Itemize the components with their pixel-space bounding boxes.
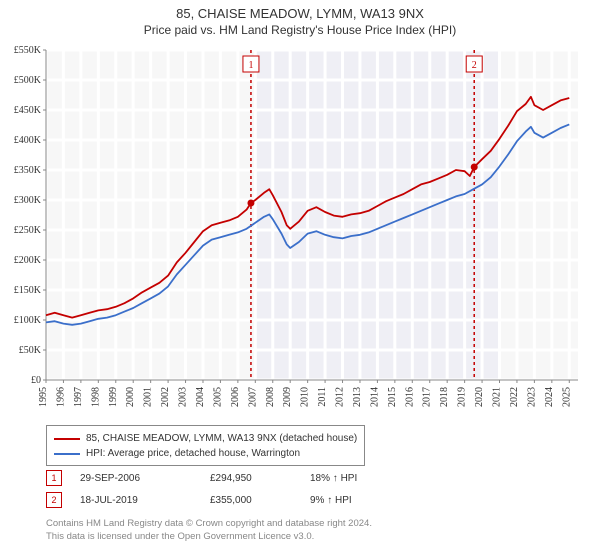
svg-text:2008: 2008 xyxy=(265,387,276,407)
svg-text:2022: 2022 xyxy=(509,387,520,407)
svg-text:£200K: £200K xyxy=(14,255,42,266)
svg-text:2002: 2002 xyxy=(160,387,171,407)
footnote: Contains HM Land Registry data © Crown c… xyxy=(46,518,372,544)
sales-date: 29-SEP-2006 xyxy=(80,473,210,484)
svg-text:2006: 2006 xyxy=(230,387,241,407)
sales-row: 2 18-JUL-2019£355,0009% ↑ HPI xyxy=(46,489,420,511)
footnote-line1: Contains HM Land Registry data © Crown c… xyxy=(46,518,372,531)
svg-text:2: 2 xyxy=(472,60,477,71)
svg-text:2005: 2005 xyxy=(212,387,223,407)
sales-date: 18-JUL-2019 xyxy=(80,495,210,506)
sales-pct: 18% ↑ HPI xyxy=(310,473,420,484)
svg-text:£150K: £150K xyxy=(14,285,42,296)
svg-text:2018: 2018 xyxy=(439,387,450,407)
svg-text:1: 1 xyxy=(248,60,253,71)
svg-text:1998: 1998 xyxy=(90,387,101,407)
sales-table: 1 29-SEP-2006£294,95018% ↑ HPI 2 18-JUL-201… xyxy=(46,467,420,511)
legend-swatch xyxy=(54,438,80,440)
sales-price: £355,000 xyxy=(210,495,310,506)
svg-text:£400K: £400K xyxy=(14,135,42,146)
svg-text:1997: 1997 xyxy=(73,387,84,407)
svg-text:£450K: £450K xyxy=(14,105,42,116)
svg-text:2021: 2021 xyxy=(492,387,503,407)
svg-text:2011: 2011 xyxy=(317,387,328,407)
legend-label: HPI: Average price, detached house, Warr… xyxy=(86,446,300,461)
price-chart: £0 £50K £100K £150K £200K £250K £300K £350K £400… xyxy=(0,0,600,420)
svg-text:£350K: £350K xyxy=(14,165,42,176)
legend-swatch xyxy=(54,453,80,455)
legend: 85, CHAISE MEADOW, LYMM, WA13 9NX (detac… xyxy=(46,425,365,466)
svg-text:2017: 2017 xyxy=(422,387,433,407)
svg-text:2025: 2025 xyxy=(561,387,572,407)
svg-text:2014: 2014 xyxy=(369,387,380,407)
svg-text:£250K: £250K xyxy=(14,225,42,236)
svg-text:1996: 1996 xyxy=(55,387,66,407)
sales-marker: 2 xyxy=(46,492,62,508)
svg-text:2016: 2016 xyxy=(404,387,415,407)
svg-text:2009: 2009 xyxy=(282,387,293,407)
legend-label: 85, CHAISE MEADOW, LYMM, WA13 9NX (detac… xyxy=(86,431,357,446)
svg-text:2015: 2015 xyxy=(387,387,398,407)
svg-text:2020: 2020 xyxy=(474,387,485,407)
svg-text:2010: 2010 xyxy=(300,387,311,407)
svg-text:2013: 2013 xyxy=(352,387,363,407)
svg-text:£100K: £100K xyxy=(14,315,42,326)
sales-pct: 9% ↑ HPI xyxy=(310,495,420,506)
svg-text:£0: £0 xyxy=(31,375,41,386)
svg-text:£500K: £500K xyxy=(14,75,42,86)
svg-text:2019: 2019 xyxy=(457,387,468,407)
svg-text:2023: 2023 xyxy=(526,387,537,407)
svg-text:2003: 2003 xyxy=(178,387,189,407)
svg-text:1999: 1999 xyxy=(108,387,119,407)
svg-text:£550K: £550K xyxy=(14,45,42,56)
sales-marker: 1 xyxy=(46,470,62,486)
legend-row: 85, CHAISE MEADOW, LYMM, WA13 9NX (detac… xyxy=(54,431,357,446)
footnote-line2: This data is licensed under the Open Gov… xyxy=(46,531,372,544)
svg-text:£300K: £300K xyxy=(14,195,42,206)
legend-row: HPI: Average price, detached house, Warr… xyxy=(54,446,357,461)
svg-text:2004: 2004 xyxy=(195,387,206,407)
svg-text:2024: 2024 xyxy=(544,387,555,407)
sales-row: 1 29-SEP-2006£294,95018% ↑ HPI xyxy=(46,467,420,489)
svg-text:1995: 1995 xyxy=(38,387,49,407)
svg-text:2001: 2001 xyxy=(143,387,154,407)
svg-text:2007: 2007 xyxy=(247,387,258,407)
sales-price: £294,950 xyxy=(210,473,310,484)
svg-text:2000: 2000 xyxy=(125,387,136,407)
svg-text:2012: 2012 xyxy=(335,387,346,407)
svg-text:£50K: £50K xyxy=(19,345,42,356)
